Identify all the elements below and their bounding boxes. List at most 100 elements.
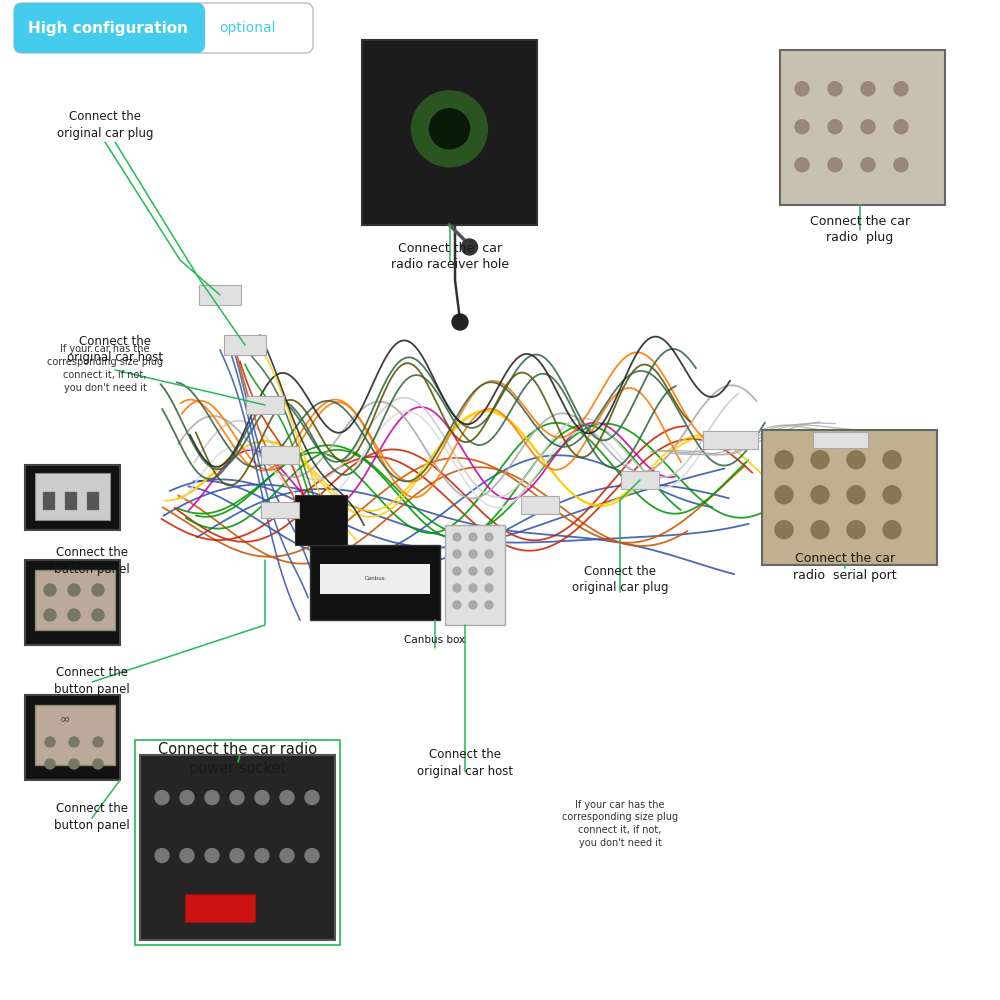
Circle shape <box>462 239 478 255</box>
Text: Connect the
original car plug: Connect the original car plug <box>572 565 668 594</box>
Text: If your car has the
corresponding size plug
connect it, if not,
you don't need i: If your car has the corresponding size p… <box>47 344 163 393</box>
FancyBboxPatch shape <box>25 560 120 645</box>
Bar <box>621 471 659 489</box>
Text: Connect the
button panel: Connect the button panel <box>54 666 130 696</box>
Circle shape <box>280 791 294 805</box>
Bar <box>199 285 241 305</box>
Circle shape <box>861 82 875 96</box>
Text: Connect the
button panel: Connect the button panel <box>54 546 130 576</box>
Circle shape <box>412 91 488 167</box>
Text: ∞: ∞ <box>60 712 70 725</box>
Circle shape <box>828 158 842 172</box>
FancyBboxPatch shape <box>25 695 120 780</box>
Circle shape <box>828 82 842 96</box>
Circle shape <box>280 849 294 863</box>
Circle shape <box>469 567 477 575</box>
Circle shape <box>775 486 793 504</box>
Circle shape <box>155 849 169 863</box>
Circle shape <box>68 584 80 596</box>
Circle shape <box>255 791 269 805</box>
Circle shape <box>847 521 865 539</box>
FancyBboxPatch shape <box>762 430 937 565</box>
FancyBboxPatch shape <box>25 465 120 530</box>
Circle shape <box>485 584 493 592</box>
FancyBboxPatch shape <box>14 3 205 53</box>
Circle shape <box>828 120 842 134</box>
Circle shape <box>883 486 901 504</box>
Circle shape <box>469 550 477 558</box>
Circle shape <box>847 486 865 504</box>
Text: Connect the
button panel: Connect the button panel <box>54 802 130 832</box>
Circle shape <box>305 791 319 805</box>
Circle shape <box>453 584 461 592</box>
Bar <box>295 495 347 545</box>
Bar <box>87 492 99 510</box>
FancyBboxPatch shape <box>780 50 945 205</box>
Bar <box>35 473 110 520</box>
Circle shape <box>847 451 865 469</box>
Circle shape <box>894 158 908 172</box>
Circle shape <box>795 120 809 134</box>
Circle shape <box>92 584 104 596</box>
Text: Connect the
original car plug: Connect the original car plug <box>57 110 153 139</box>
Circle shape <box>883 451 901 469</box>
Text: Connect the car
radio  serial port: Connect the car radio serial port <box>793 552 897 582</box>
Text: optional: optional <box>219 21 275 35</box>
Bar <box>812 432 868 448</box>
Circle shape <box>68 609 80 621</box>
Circle shape <box>485 567 493 575</box>
Bar <box>43 492 55 510</box>
Text: Canbus box: Canbus box <box>404 635 466 645</box>
Text: Canbus: Canbus <box>365 576 385 581</box>
Circle shape <box>485 533 493 541</box>
Circle shape <box>430 109 470 149</box>
Bar <box>261 446 299 464</box>
Circle shape <box>883 521 901 539</box>
Bar <box>35 570 115 630</box>
Circle shape <box>795 82 809 96</box>
Bar <box>445 525 505 625</box>
Bar <box>135 740 340 945</box>
Circle shape <box>485 550 493 558</box>
Circle shape <box>775 521 793 539</box>
Text: Connect the
original car host: Connect the original car host <box>417 748 513 778</box>
Circle shape <box>45 759 55 769</box>
Bar <box>246 396 284 414</box>
Text: High configuration: High configuration <box>28 20 188 35</box>
Circle shape <box>180 791 194 805</box>
FancyBboxPatch shape <box>362 40 537 225</box>
Circle shape <box>69 759 79 769</box>
Circle shape <box>795 158 809 172</box>
Circle shape <box>44 609 56 621</box>
Circle shape <box>775 451 793 469</box>
Circle shape <box>894 120 908 134</box>
Bar <box>65 492 77 510</box>
Circle shape <box>453 533 461 541</box>
Circle shape <box>469 533 477 541</box>
Circle shape <box>485 601 493 609</box>
FancyBboxPatch shape <box>14 3 313 53</box>
Circle shape <box>180 849 194 863</box>
Circle shape <box>93 759 103 769</box>
Circle shape <box>230 849 244 863</box>
Circle shape <box>861 120 875 134</box>
Circle shape <box>205 849 219 863</box>
Circle shape <box>453 550 461 558</box>
Circle shape <box>155 791 169 805</box>
Circle shape <box>861 158 875 172</box>
Circle shape <box>811 486 829 504</box>
Bar <box>521 496 559 514</box>
Circle shape <box>93 737 103 747</box>
Text: Connect the
original car host: Connect the original car host <box>67 335 163 364</box>
FancyBboxPatch shape <box>140 755 335 940</box>
Text: Connect the car radio
power socket: Connect the car radio power socket <box>158 742 318 776</box>
Circle shape <box>205 791 219 805</box>
Circle shape <box>44 584 56 596</box>
Circle shape <box>894 82 908 96</box>
Text: Connect the car
radio  plug: Connect the car radio plug <box>810 215 910 244</box>
Circle shape <box>811 521 829 539</box>
Circle shape <box>69 737 79 747</box>
Circle shape <box>469 584 477 592</box>
Bar <box>261 502 299 518</box>
Circle shape <box>230 791 244 805</box>
